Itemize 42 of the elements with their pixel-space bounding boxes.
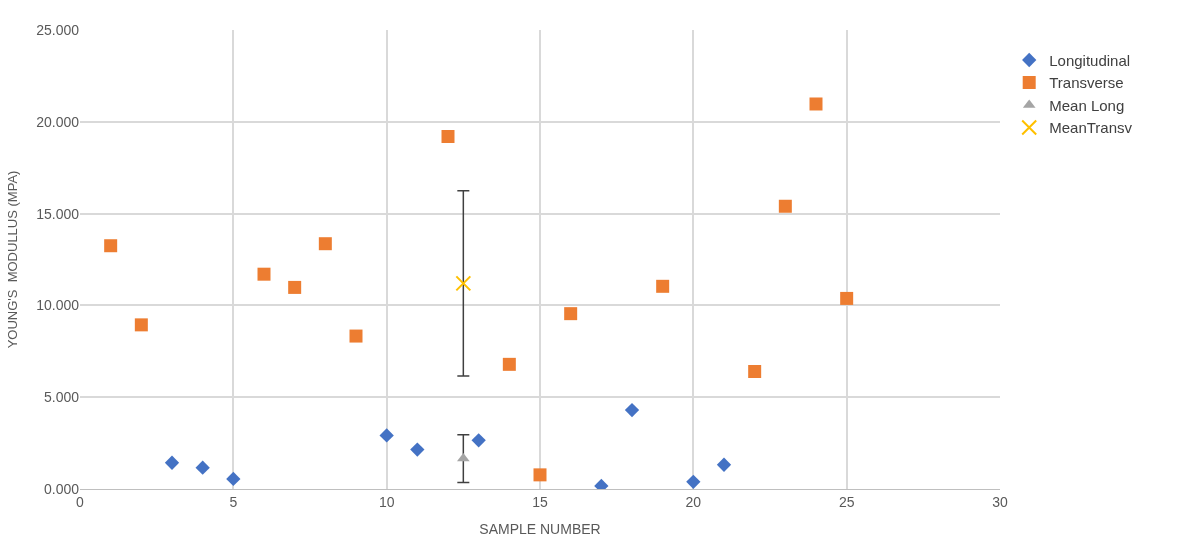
point xyxy=(164,455,180,470)
point xyxy=(840,291,854,305)
point xyxy=(564,307,578,321)
x-axis-title: SAMPLE NUMBER xyxy=(479,521,601,538)
point xyxy=(624,402,640,418)
point xyxy=(226,471,241,487)
point xyxy=(656,279,670,293)
point xyxy=(471,433,486,448)
point xyxy=(533,468,547,482)
point xyxy=(257,267,271,281)
legend-label: Mean Long xyxy=(1049,96,1125,114)
point xyxy=(716,457,732,472)
y-tick-label: 5.000 xyxy=(43,389,80,406)
point xyxy=(410,442,425,457)
y-tick-label: 10.000 xyxy=(36,297,80,314)
point xyxy=(104,239,118,253)
point xyxy=(195,460,210,475)
x-tick-label: 30 xyxy=(992,493,1008,510)
legend-label: Longitudinal xyxy=(1049,51,1131,69)
point xyxy=(318,237,332,251)
x-tick-label: 15 xyxy=(532,493,548,510)
point xyxy=(748,365,762,378)
point xyxy=(809,97,823,111)
point xyxy=(349,329,363,343)
x-tick-label: 5 xyxy=(229,493,238,510)
y-axis-title: YOUNG'S MODULLUS (MPA) xyxy=(5,170,21,349)
point xyxy=(686,474,701,489)
legend-label: MeanTransv xyxy=(1049,119,1133,137)
point xyxy=(455,275,472,292)
x-tick-label: 20 xyxy=(685,493,702,510)
y-tick-label: 15.000 xyxy=(36,205,80,222)
point xyxy=(778,199,792,213)
legend-label: Transverse xyxy=(1049,74,1124,92)
point xyxy=(441,129,455,143)
x-tick-label: 10 xyxy=(378,493,395,510)
x-tick-label: 25 xyxy=(838,493,855,510)
point xyxy=(379,428,394,443)
point xyxy=(134,318,148,332)
y-tick-label: 20.000 xyxy=(36,113,80,130)
point xyxy=(502,357,516,371)
y-tick-label: 25.000 xyxy=(36,21,80,38)
point xyxy=(288,280,302,294)
